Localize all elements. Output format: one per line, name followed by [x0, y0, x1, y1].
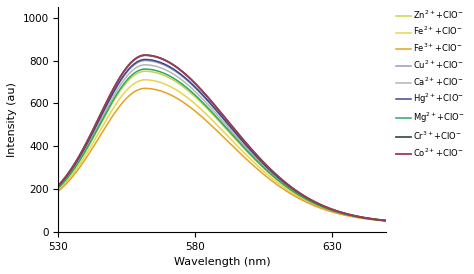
Line: Co$^{2+}$+ClO$^{-}$: Co$^{2+}$+ClO$^{-}$	[58, 55, 386, 221]
Fe$^{3+}$+ClO$^{-}$	[140, 87, 146, 90]
Hg$^{2+}$+ClO$^{-}$	[114, 85, 119, 89]
Ca$^{2+}$+ClO$^{-}$	[204, 102, 210, 105]
Zn$^{2+}$+ClO$^{-}$	[303, 198, 309, 201]
Line: Fe$^{2+}$+ClO$^{-}$: Fe$^{2+}$+ClO$^{-}$	[58, 80, 386, 221]
Cu$^{2+}$+ClO$^{-}$	[140, 59, 146, 62]
Fe$^{3+}$+ClO$^{-}$	[143, 87, 148, 90]
Fe$^{2+}$+ClO$^{-}$	[114, 102, 119, 105]
Fe$^{2+}$+ClO$^{-}$	[55, 188, 61, 191]
Mg$^{2+}$+ClO$^{-}$	[140, 68, 146, 71]
Fe$^{3+}$+ClO$^{-}$	[249, 163, 255, 166]
Line: Cu$^{2+}$+ClO$^{-}$: Cu$^{2+}$+ClO$^{-}$	[58, 61, 386, 221]
Fe$^{2+}$+ClO$^{-}$	[249, 159, 255, 162]
Cu$^{2+}$+ClO$^{-}$	[55, 185, 61, 188]
Cr$^{3+}$+ClO$^{-}$	[55, 184, 61, 187]
Cr$^{3+}$+ClO$^{-}$	[143, 53, 148, 57]
Line: Mg$^{2+}$+ClO$^{-}$: Mg$^{2+}$+ClO$^{-}$	[58, 69, 386, 221]
X-axis label: Wavelength (nm): Wavelength (nm)	[174, 257, 271, 267]
Line: Fe$^{3+}$+ClO$^{-}$: Fe$^{3+}$+ClO$^{-}$	[58, 88, 386, 221]
Cu$^{2+}$+ClO$^{-}$	[114, 86, 119, 89]
Hg$^{2+}$+ClO$^{-}$	[275, 176, 281, 179]
Fe$^{2+}$+ClO$^{-}$	[275, 181, 281, 185]
Zn$^{2+}$+ClO$^{-}$	[275, 179, 281, 182]
Hg$^{2+}$+ClO$^{-}$	[303, 196, 309, 199]
Cu$^{2+}$+ClO$^{-}$	[143, 59, 148, 62]
Hg$^{2+}$+ClO$^{-}$	[249, 150, 255, 154]
Y-axis label: Intensity (au): Intensity (au)	[7, 82, 17, 157]
Zn$^{2+}$+ClO$^{-}$	[55, 187, 61, 190]
Fe$^{3+}$+ClO$^{-}$	[383, 219, 389, 223]
Cr$^{3+}$+ClO$^{-}$	[140, 54, 146, 57]
Ca$^{2+}$+ClO$^{-}$	[55, 185, 61, 189]
Zn$^{2+}$+ClO$^{-}$	[204, 107, 210, 110]
Mg$^{2+}$+ClO$^{-}$	[383, 219, 389, 222]
Co$^{2+}$+ClO$^{-}$	[303, 195, 309, 199]
Zn$^{2+}$+ClO$^{-}$	[383, 219, 389, 222]
Co$^{2+}$+ClO$^{-}$	[383, 219, 389, 222]
Cu$^{2+}$+ClO$^{-}$	[275, 176, 281, 179]
Zn$^{2+}$+ClO$^{-}$	[143, 70, 148, 73]
Mg$^{2+}$+ClO$^{-}$	[55, 186, 61, 190]
Cr$^{3+}$+ClO$^{-}$	[303, 195, 309, 199]
Fe$^{2+}$+ClO$^{-}$	[303, 199, 309, 202]
Zn$^{2+}$+ClO$^{-}$	[114, 95, 119, 98]
Co$^{2+}$+ClO$^{-}$	[55, 184, 61, 187]
Mg$^{2+}$+ClO$^{-}$	[143, 67, 148, 71]
Ca$^{2+}$+ClO$^{-}$	[140, 63, 146, 67]
Fe$^{3+}$+ClO$^{-}$	[275, 184, 281, 187]
Hg$^{2+}$+ClO$^{-}$	[383, 219, 389, 222]
Mg$^{2+}$+ClO$^{-}$	[204, 105, 210, 109]
Co$^{2+}$+ClO$^{-}$	[114, 82, 119, 85]
Mg$^{2+}$+ClO$^{-}$	[303, 198, 309, 201]
Fe$^{3+}$+ClO$^{-}$	[114, 109, 119, 112]
Cr$^{3+}$+ClO$^{-}$	[275, 175, 281, 178]
Ca$^{2+}$+ClO$^{-}$	[143, 63, 148, 66]
Mg$^{2+}$+ClO$^{-}$	[249, 155, 255, 158]
Ca$^{2+}$+ClO$^{-}$	[275, 177, 281, 181]
Hg$^{2+}$+ClO$^{-}$	[204, 98, 210, 102]
Legend: Zn$^{2+}$+ClO$^{-}$, Fe$^{2+}$+ClO$^{-}$, Fe$^{3+}$+ClO$^{-}$, Cu$^{2+}$+ClO$^{-: Zn$^{2+}$+ClO$^{-}$, Fe$^{2+}$+ClO$^{-}$…	[394, 7, 467, 160]
Ca$^{2+}$+ClO$^{-}$	[249, 153, 255, 156]
Hg$^{2+}$+ClO$^{-}$	[143, 58, 148, 61]
Fe$^{2+}$+ClO$^{-}$	[383, 219, 389, 222]
Cr$^{3+}$+ClO$^{-}$	[249, 149, 255, 152]
Cr$^{3+}$+ClO$^{-}$	[204, 95, 210, 98]
Ca$^{2+}$+ClO$^{-}$	[114, 90, 119, 93]
Cu$^{2+}$+ClO$^{-}$	[303, 196, 309, 199]
Fe$^{3+}$+ClO$^{-}$	[55, 190, 61, 193]
Zn$^{2+}$+ClO$^{-}$	[249, 155, 255, 159]
Co$^{2+}$+ClO$^{-}$	[140, 54, 146, 57]
Line: Zn$^{2+}$+ClO$^{-}$: Zn$^{2+}$+ClO$^{-}$	[58, 71, 386, 221]
Ca$^{2+}$+ClO$^{-}$	[303, 197, 309, 200]
Co$^{2+}$+ClO$^{-}$	[143, 53, 148, 57]
Cu$^{2+}$+ClO$^{-}$	[383, 219, 389, 222]
Co$^{2+}$+ClO$^{-}$	[204, 95, 210, 98]
Line: Cr$^{3+}$+ClO$^{-}$: Cr$^{3+}$+ClO$^{-}$	[58, 55, 386, 221]
Cu$^{2+}$+ClO$^{-}$	[204, 99, 210, 102]
Cr$^{3+}$+ClO$^{-}$	[383, 219, 389, 222]
Co$^{2+}$+ClO$^{-}$	[249, 149, 255, 152]
Fe$^{3+}$+ClO$^{-}$	[204, 120, 210, 123]
Mg$^{2+}$+ClO$^{-}$	[275, 178, 281, 182]
Fe$^{2+}$+ClO$^{-}$	[140, 78, 146, 82]
Cu$^{2+}$+ClO$^{-}$	[249, 151, 255, 154]
Hg$^{2+}$+ClO$^{-}$	[140, 58, 146, 61]
Fe$^{3+}$+ClO$^{-}$	[303, 200, 309, 204]
Hg$^{2+}$+ClO$^{-}$	[55, 185, 61, 188]
Co$^{2+}$+ClO$^{-}$	[275, 175, 281, 178]
Fe$^{2+}$+ClO$^{-}$	[143, 78, 148, 81]
Ca$^{2+}$+ClO$^{-}$	[383, 219, 389, 222]
Zn$^{2+}$+ClO$^{-}$	[140, 70, 146, 73]
Line: Hg$^{2+}$+ClO$^{-}$: Hg$^{2+}$+ClO$^{-}$	[58, 59, 386, 221]
Cr$^{3+}$+ClO$^{-}$	[114, 82, 119, 85]
Line: Ca$^{2+}$+ClO$^{-}$: Ca$^{2+}$+ClO$^{-}$	[58, 65, 386, 221]
Mg$^{2+}$+ClO$^{-}$	[114, 93, 119, 96]
Fe$^{2+}$+ClO$^{-}$	[204, 114, 210, 117]
